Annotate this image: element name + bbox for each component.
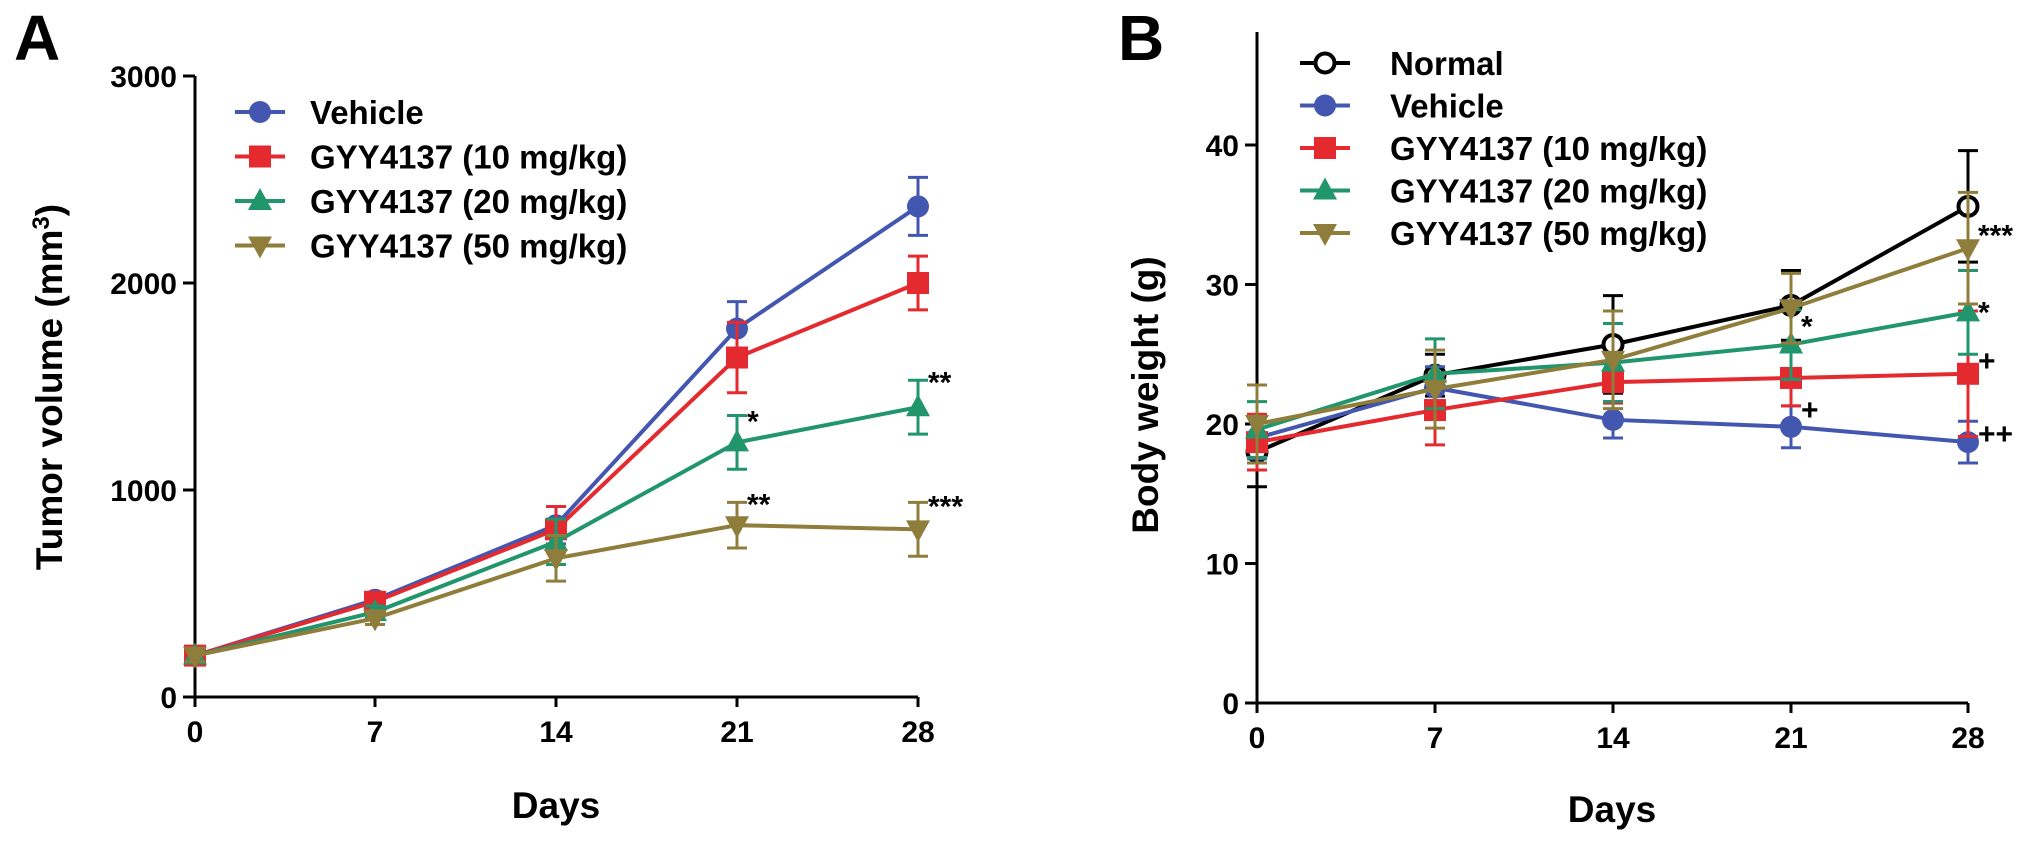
x-tick-label: 21	[720, 716, 753, 749]
legend-marker	[249, 145, 271, 168]
legend-marker	[1314, 137, 1336, 159]
y-axis-title: Body weight (g)	[1125, 256, 1166, 533]
significance-mark: **	[928, 366, 952, 399]
data-point	[906, 520, 930, 543]
significance-mark: +	[1801, 394, 1819, 427]
chart-panel-b: B 0 7 14 21 28 0 10 20 30 40 Days Body weight (g) Nor…	[1118, 2, 2013, 830]
legend-label: GYY4137 (20 mg/kg)	[1390, 173, 1707, 210]
x-tick-label: 7	[1427, 722, 1444, 755]
panel-label: B	[1118, 2, 1164, 74]
data-point	[906, 394, 930, 417]
data-point	[1602, 408, 1624, 431]
chart-panel-a: A 0 7 14 21 28 0 1000 2000 3000 Days Tumor volume (…	[14, 2, 963, 826]
y-tick-label: 20	[1206, 409, 1239, 442]
legend-marker	[1313, 51, 1337, 75]
data-point	[183, 646, 207, 669]
y-tick-label: 10	[1206, 549, 1239, 582]
legend-marker	[248, 188, 272, 210]
significance-mark: *	[747, 406, 759, 439]
legend-marker	[248, 236, 272, 259]
y-tick-label: 0	[1222, 688, 1239, 721]
x-tick-label: 28	[1951, 722, 1984, 755]
y-tick-label: 0	[160, 682, 177, 715]
legend-marker	[249, 101, 271, 123]
y-axis-title-main: Tumor volume (mm	[29, 230, 70, 571]
legend-label: GYY4137 (50 mg/kg)	[1390, 215, 1707, 252]
y-axis-title-sup: 3	[28, 216, 55, 229]
y-axis-title: Tumor volume (mm3)	[28, 204, 71, 570]
data-point	[1601, 350, 1625, 373]
data-point	[363, 609, 387, 632]
y-tick-label: 40	[1206, 130, 1239, 163]
data-point	[1423, 380, 1447, 403]
data-point	[907, 195, 929, 218]
significance-mark: ++	[1978, 418, 2013, 451]
legend-marker	[1314, 94, 1336, 117]
data-point	[907, 272, 929, 294]
legend-marker	[1313, 177, 1337, 200]
legend-label: GYY4137 (10 mg/kg)	[310, 139, 627, 176]
x-tick-label: 7	[367, 716, 384, 749]
y-tick-label: 3000	[110, 61, 177, 94]
significance-mark: *	[1801, 310, 1813, 343]
series-line	[194, 281, 919, 658]
y-axis-title-main: Body weight (g)	[1125, 256, 1166, 533]
data-point	[1956, 299, 1980, 322]
data-point	[1779, 299, 1803, 322]
x-tick-label: 0	[1249, 722, 1266, 755]
y-tick-label: 30	[1206, 270, 1239, 303]
series-4: GYY4137 (50 mg/kg)	[1245, 190, 1980, 465]
legend-label: GYY4137 (20 mg/kg)	[310, 183, 627, 220]
significance-mark: *	[1978, 296, 1990, 329]
data-point	[726, 346, 748, 369]
legend-label: Vehicle	[310, 94, 424, 131]
panel-label: A	[14, 2, 60, 74]
x-tick-label: 14	[539, 716, 573, 749]
data-point	[1957, 362, 1979, 385]
x-tick-label: 0	[187, 716, 204, 749]
x-tick-label: 28	[901, 716, 934, 749]
significance-mark: +	[1978, 345, 1996, 378]
legend-label: Vehicle	[1390, 88, 1504, 125]
data-point	[725, 429, 749, 452]
x-axis-title: Days	[1568, 789, 1656, 830]
significance-mark: ***	[928, 491, 963, 524]
series-3: GYY4137 (50 mg/kg)	[183, 228, 930, 669]
y-tick-label: 1000	[110, 475, 177, 508]
data-point	[1245, 415, 1269, 437]
legend-label: GYY4137 (10 mg/kg)	[1390, 130, 1707, 167]
data-point	[1780, 415, 1802, 438]
y-axis-title-close: )	[29, 204, 70, 216]
data-point	[544, 549, 568, 572]
x-axis-title: Days	[512, 785, 600, 826]
legend-marker	[1313, 224, 1337, 246]
series-line	[194, 204, 920, 658]
x-tick-label: 21	[1774, 722, 1807, 755]
data-point	[725, 516, 749, 539]
y-tick-label: 2000	[110, 268, 177, 301]
x-tick-label: 14	[1596, 722, 1630, 755]
legend-label: GYY4137 (50 mg/kg)	[310, 228, 627, 265]
data-point	[1956, 239, 1980, 262]
significance-mark: ***	[1978, 220, 2013, 253]
legend-label: Normal	[1390, 45, 1504, 82]
significance-mark: **	[747, 488, 771, 521]
